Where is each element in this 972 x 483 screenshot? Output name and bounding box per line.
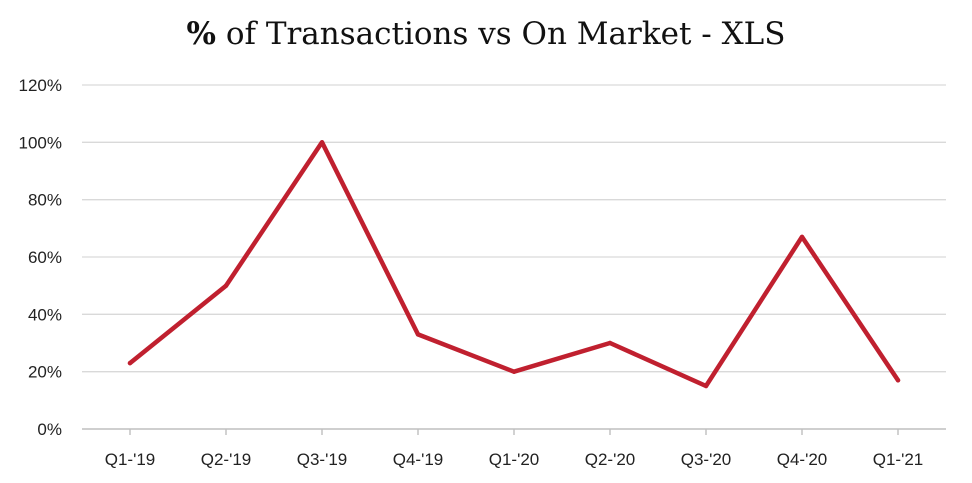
series-layer [127,140,901,389]
chart-title-rest: of Transactions vs On Market - XLS [215,16,786,52]
y-axis-ticks: 0% 20% 40% 60% 80% 100% 120% [19,76,62,439]
y-tick-label: 40% [28,305,62,324]
x-axis-ticks: Q1-'19 Q2-'19 Q3-'19 Q4-'19 Q1-'20 Q2-'20 Q3-'… [105,429,924,469]
x-tick-label: Q3-'19 [297,450,348,469]
x-tick-label: Q1-'19 [105,450,156,469]
data-point [415,332,421,337]
x-tick-label: Q1-'20 [489,450,540,469]
data-point [223,283,229,288]
x-tick-label: Q4-'19 [393,450,444,469]
y-tick-label: 100% [19,133,62,152]
series-line [127,140,901,389]
y-tick-label: 0% [37,420,62,439]
y-tick-label: 80% [28,191,62,210]
x-tick-label: Q2-'19 [201,450,252,469]
data-point [703,383,709,389]
x-tick-label: Q4-'20 [777,450,828,469]
y-tick-label: 20% [28,363,62,382]
data-point [799,234,805,240]
data-point [511,369,517,374]
data-point [607,340,613,346]
x-tick-label: Q1-'21 [873,450,924,469]
data-point [895,378,901,383]
x-tick-label: Q2-'20 [585,450,636,469]
y-tick-label: 60% [28,248,62,267]
chart-title-bold: % [186,16,216,52]
data-point [319,140,325,145]
data-point [127,360,133,366]
y-tick-label: 120% [19,76,62,95]
x-tick-label: Q3-'20 [681,450,732,469]
chart-title: % of Transactions vs On Market - XLS [0,16,972,52]
